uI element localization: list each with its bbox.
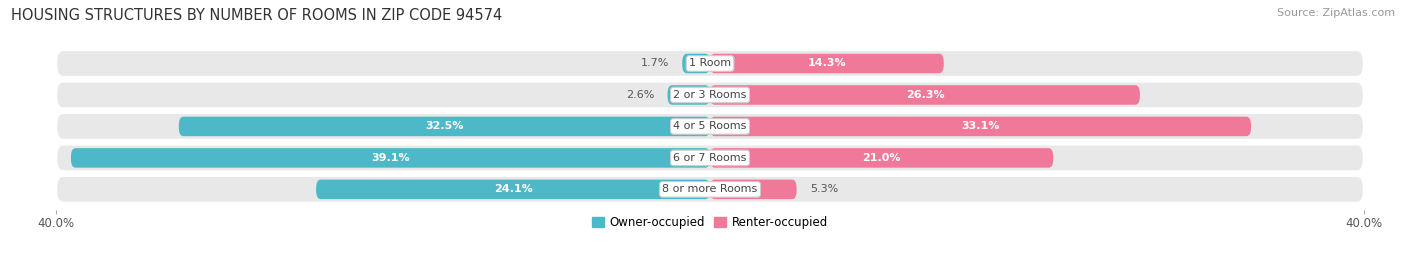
- FancyBboxPatch shape: [710, 54, 943, 73]
- FancyBboxPatch shape: [710, 117, 1251, 136]
- FancyBboxPatch shape: [316, 180, 710, 199]
- Text: 26.3%: 26.3%: [905, 90, 945, 100]
- FancyBboxPatch shape: [710, 180, 797, 199]
- FancyBboxPatch shape: [56, 50, 1364, 77]
- Text: 33.1%: 33.1%: [962, 121, 1000, 132]
- Text: 24.1%: 24.1%: [494, 184, 533, 194]
- FancyBboxPatch shape: [70, 148, 710, 168]
- Text: 4 or 5 Rooms: 4 or 5 Rooms: [673, 121, 747, 132]
- Legend: Owner-occupied, Renter-occupied: Owner-occupied, Renter-occupied: [586, 211, 834, 234]
- FancyBboxPatch shape: [668, 85, 710, 105]
- FancyBboxPatch shape: [56, 176, 1364, 203]
- Text: 8 or more Rooms: 8 or more Rooms: [662, 184, 758, 194]
- Text: Source: ZipAtlas.com: Source: ZipAtlas.com: [1277, 8, 1395, 18]
- Text: 21.0%: 21.0%: [862, 153, 901, 163]
- FancyBboxPatch shape: [56, 82, 1364, 108]
- Text: HOUSING STRUCTURES BY NUMBER OF ROOMS IN ZIP CODE 94574: HOUSING STRUCTURES BY NUMBER OF ROOMS IN…: [11, 8, 502, 23]
- FancyBboxPatch shape: [682, 54, 710, 73]
- Text: 39.1%: 39.1%: [371, 153, 409, 163]
- FancyBboxPatch shape: [710, 148, 1053, 168]
- Text: 32.5%: 32.5%: [425, 121, 464, 132]
- Text: 1.7%: 1.7%: [641, 58, 669, 69]
- Text: 1 Room: 1 Room: [689, 58, 731, 69]
- FancyBboxPatch shape: [179, 117, 710, 136]
- Text: 2 or 3 Rooms: 2 or 3 Rooms: [673, 90, 747, 100]
- FancyBboxPatch shape: [56, 144, 1364, 171]
- FancyBboxPatch shape: [56, 113, 1364, 140]
- Text: 6 or 7 Rooms: 6 or 7 Rooms: [673, 153, 747, 163]
- Text: 5.3%: 5.3%: [810, 184, 838, 194]
- FancyBboxPatch shape: [710, 85, 1140, 105]
- Text: 2.6%: 2.6%: [626, 90, 654, 100]
- Text: 14.3%: 14.3%: [807, 58, 846, 69]
